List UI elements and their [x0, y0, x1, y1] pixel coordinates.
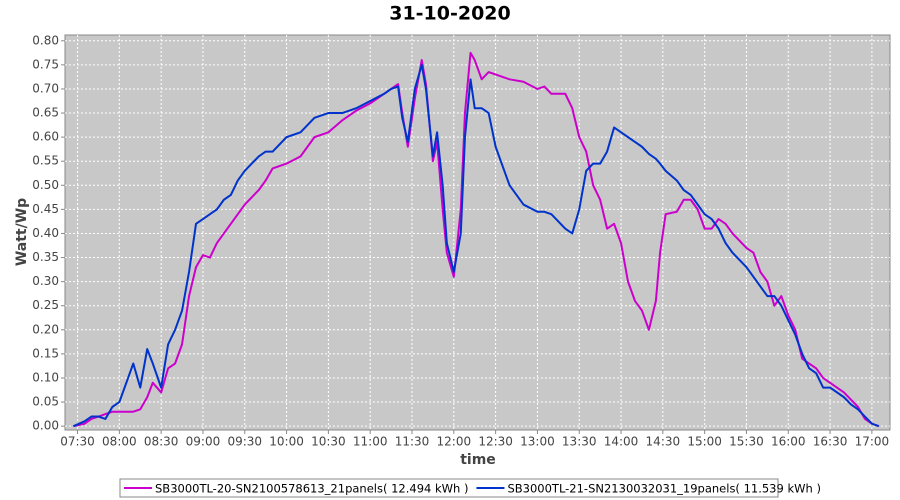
x-tick-label: 10:30: [311, 435, 346, 449]
x-tick-label: 11:30: [395, 435, 430, 449]
line-series: [73, 51, 880, 428]
x-tick-label: 17:00: [855, 435, 890, 449]
plot-area: [64, 34, 891, 431]
y-tick-label: 0.70: [32, 81, 59, 95]
y-axis-label: Watt/Wp: [14, 198, 30, 266]
y-tick-label: 0.55: [32, 154, 59, 168]
x-tick-label: 08:30: [144, 435, 179, 449]
x-axis-label: time: [460, 452, 496, 468]
x-tick-label: 14:30: [646, 435, 681, 449]
x-tick-label: 16:00: [771, 435, 806, 449]
x-tick-label: 13:00: [520, 435, 555, 449]
chart-title: 31-10-2020: [389, 3, 511, 25]
x-tick-label: 16:30: [813, 435, 848, 449]
x-tick-label: 14:00: [604, 435, 639, 449]
y-tick-label: 0.40: [32, 226, 59, 240]
x-tick-label: 09:30: [227, 435, 262, 449]
y-tick-label: 0.80: [32, 33, 59, 47]
x-tick-label: 15:30: [729, 435, 764, 449]
x-tick-label: 13:30: [562, 435, 597, 449]
legend: [119, 478, 779, 498]
y-tick-label: 0.00: [32, 419, 59, 433]
y-tick-label: 0.20: [32, 322, 59, 336]
line-series: [72, 63, 880, 428]
x-tick-label: 12:00: [437, 435, 472, 449]
x-tick-label: 11:00: [353, 435, 388, 449]
y-tick-label: 0.05: [32, 395, 59, 409]
x-tick-label: 12:30: [478, 435, 513, 449]
y-tick-label: 0.15: [32, 346, 59, 360]
x-tick-label: 08:00: [102, 435, 137, 449]
x-tick-label: 09:00: [186, 435, 221, 449]
y-tick-label: 0.65: [32, 106, 59, 120]
y-tick-label: 0.30: [32, 274, 59, 288]
y-tick-label: 0.75: [32, 57, 59, 71]
y-tick-label: 0.50: [32, 178, 59, 192]
y-tick-label: 0.45: [32, 202, 59, 216]
y-tick-label: 0.25: [32, 298, 59, 312]
x-tick-label: 07:30: [60, 435, 95, 449]
y-tick-label: 0.60: [32, 130, 59, 144]
x-tick-label: 15:00: [687, 435, 722, 449]
x-tick-label: 10:00: [269, 435, 304, 449]
legend-label: SB3000TL-21-SN2130032031_19panels( 11.53…: [507, 482, 820, 496]
y-tick-label: 0.10: [32, 370, 59, 384]
y-tick-label: 0.35: [32, 250, 59, 264]
legend-label: SB3000TL-20-SN2100578613_21panels( 12.49…: [155, 482, 468, 496]
